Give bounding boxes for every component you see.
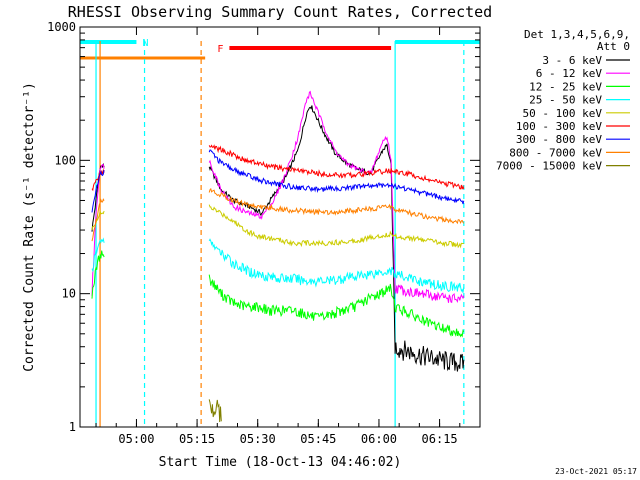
series-lines xyxy=(91,90,465,423)
flag-label-f: F xyxy=(217,44,223,55)
x-axis-label: Start Time (18-Oct-13 04:46:02) xyxy=(159,455,402,470)
series-line-100-300-kev xyxy=(91,144,465,192)
legend-label-12-25-kev: 12 - 25 keV xyxy=(529,80,602,93)
x-tick-label-05-15: 05:15 xyxy=(179,432,215,446)
flag-label-n: N xyxy=(142,38,148,49)
plot-frame xyxy=(79,26,481,428)
x-axis-ticks: 05:00 05:15 05:30 05:45 06:00 06:15 xyxy=(95,27,461,446)
x-tick-label-05-45: 05:45 xyxy=(300,432,336,446)
series-line-300-800-kev xyxy=(91,149,465,213)
series-line-7000-15000-kev xyxy=(208,399,222,423)
legend-label-100-300-kev: 100 - 300 keV xyxy=(516,120,602,133)
y-tick-label-100: 100 xyxy=(54,153,76,167)
series-line-25-50-kev xyxy=(91,237,465,293)
legend-label-800-7000-kev: 800 - 7000 keV xyxy=(509,146,602,159)
x-tick-label-06-15: 06:15 xyxy=(422,432,458,446)
chart-title: RHESSI Observing Summary Count Rates, Co… xyxy=(68,3,492,21)
series-line-50-100-kev xyxy=(91,204,464,249)
x-tick-label-05-30: 05:30 xyxy=(240,432,276,446)
legend-header-attenuator: Att 0 xyxy=(597,40,630,53)
y-tick-label-10: 10 xyxy=(62,287,76,301)
legend-label-6-12-kev: 6 - 12 keV xyxy=(536,67,603,80)
series-line-800-7000-kev xyxy=(91,187,465,242)
legend-label-300-800-kev: 300 - 800 keV xyxy=(516,133,602,146)
flag-bars: NF xyxy=(80,38,480,60)
x-tick-label-06-00: 06:00 xyxy=(361,432,397,446)
x-tick-label-05-00: 05:00 xyxy=(118,432,154,446)
y-axis-label: Corrected Count Rate (s⁻¹ detector⁻¹) xyxy=(22,82,37,372)
legend-label-50-100-kev: 50 - 100 keV xyxy=(523,107,603,120)
y-tick-label-1000: 1000 xyxy=(47,20,76,34)
y-tick-label-1: 1 xyxy=(69,420,76,434)
footer-timestamp: 23-Oct-2021 05:17 xyxy=(555,467,637,476)
legend-label-3-6-kev: 3 - 6 keV xyxy=(542,54,602,67)
legend-header-detectors: Det 1,3,4,5,6,9, xyxy=(524,28,630,41)
legend-label-7000-15000-kev: 7000 - 15000 keV xyxy=(496,160,602,173)
attenuator-markers xyxy=(95,41,465,427)
legend-label-25-50-kev: 25 - 50 keV xyxy=(529,94,602,107)
y-axis-ticks: 1 10 100 1000 xyxy=(47,20,480,434)
series-line-12-25-kev xyxy=(91,250,465,338)
